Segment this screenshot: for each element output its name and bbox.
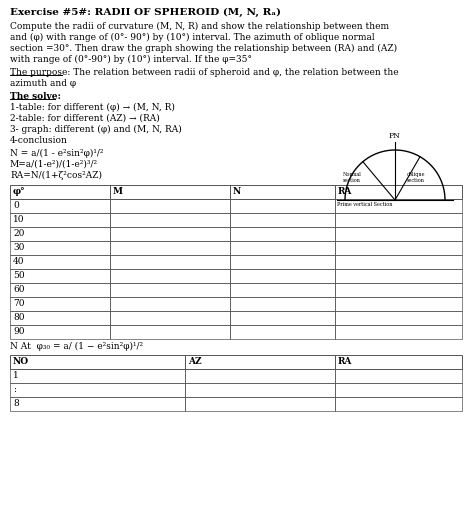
Bar: [110, 227, 230, 241]
Bar: [230, 241, 335, 255]
Text: PN: PN: [389, 132, 401, 140]
Bar: [185, 369, 335, 383]
Bar: [110, 297, 230, 311]
Text: 80: 80: [13, 313, 25, 322]
Text: 2-table: for different (AZ) → (RA): 2-table: for different (AZ) → (RA): [10, 114, 160, 123]
Bar: [230, 199, 335, 213]
Bar: [335, 297, 462, 311]
Text: with range of (0°-90°) by (10°) interval. If the φ=35°: with range of (0°-90°) by (10°) interval…: [10, 55, 252, 64]
Bar: [10, 311, 110, 325]
Bar: [230, 255, 335, 269]
Text: M: M: [113, 187, 123, 196]
Bar: [10, 397, 185, 411]
Text: section =30°. Then draw the graph showing the relationship between (RA) and (AZ): section =30°. Then draw the graph showin…: [10, 44, 397, 53]
Text: oblique
section: oblique section: [407, 172, 426, 183]
Bar: [335, 369, 462, 383]
Text: 10: 10: [13, 215, 25, 224]
Bar: [335, 355, 462, 369]
Text: 50: 50: [13, 271, 25, 280]
Bar: [335, 383, 462, 397]
Bar: [110, 241, 230, 255]
Bar: [10, 199, 110, 213]
Bar: [335, 199, 462, 213]
Text: 8: 8: [13, 399, 19, 408]
Bar: [185, 355, 335, 369]
Bar: [335, 241, 462, 255]
Bar: [10, 283, 110, 297]
Text: 30: 30: [13, 243, 24, 252]
Text: Prime vertical Section: Prime vertical Section: [337, 202, 392, 207]
Bar: [110, 325, 230, 339]
Text: 3- graph: different (φ) and (M, N, RA): 3- graph: different (φ) and (M, N, RA): [10, 125, 182, 134]
Bar: [230, 283, 335, 297]
Bar: [185, 397, 335, 411]
Text: azimuth and φ: azimuth and φ: [10, 79, 76, 88]
Text: 70: 70: [13, 299, 25, 308]
Bar: [10, 369, 185, 383]
Bar: [230, 311, 335, 325]
Text: 20: 20: [13, 229, 24, 238]
Text: φ°: φ°: [13, 187, 26, 196]
Text: M=a/(1-e²)/(1-e²)³/²: M=a/(1-e²)/(1-e²)³/²: [10, 160, 98, 169]
Bar: [230, 325, 335, 339]
Bar: [10, 185, 110, 199]
Text: 0: 0: [13, 201, 19, 210]
Bar: [110, 213, 230, 227]
Bar: [110, 255, 230, 269]
Bar: [10, 297, 110, 311]
Bar: [230, 213, 335, 227]
Bar: [335, 269, 462, 283]
Bar: [230, 227, 335, 241]
Bar: [110, 311, 230, 325]
Text: AZ: AZ: [188, 357, 201, 366]
Text: Normal
section: Normal section: [343, 172, 362, 183]
Bar: [10, 255, 110, 269]
Text: 4-conclusion: 4-conclusion: [10, 136, 68, 145]
Bar: [335, 255, 462, 269]
Bar: [335, 397, 462, 411]
Text: N At  φ₃₀ = a/ (1 − e²sin²φ)¹/²: N At φ₃₀ = a/ (1 − e²sin²φ)¹/²: [10, 342, 143, 351]
Text: 1: 1: [13, 371, 19, 380]
Bar: [110, 185, 230, 199]
Text: RA=N/(1+ζ²cos²AZ): RA=N/(1+ζ²cos²AZ): [10, 171, 102, 180]
Bar: [230, 297, 335, 311]
Bar: [185, 383, 335, 397]
Bar: [335, 311, 462, 325]
Text: 60: 60: [13, 285, 25, 294]
Bar: [110, 283, 230, 297]
Bar: [335, 185, 462, 199]
Bar: [10, 269, 110, 283]
Bar: [10, 383, 185, 397]
Bar: [335, 213, 462, 227]
Text: 40: 40: [13, 257, 25, 266]
Bar: [335, 325, 462, 339]
Text: The solve:: The solve:: [10, 92, 61, 101]
Bar: [10, 213, 110, 227]
Text: :: :: [13, 385, 16, 394]
Bar: [10, 355, 185, 369]
Text: RA: RA: [338, 357, 352, 366]
Bar: [10, 241, 110, 255]
Text: N: N: [233, 187, 241, 196]
Bar: [230, 185, 335, 199]
Bar: [10, 227, 110, 241]
Bar: [110, 199, 230, 213]
Text: and (φ) with range of (0°- 90°) by (10°) interval. The azimuth of oblique normal: and (φ) with range of (0°- 90°) by (10°)…: [10, 33, 374, 42]
Text: 90: 90: [13, 327, 25, 336]
Bar: [230, 269, 335, 283]
Text: Exercise #5#: RADII OF SPHEROID (M, N, Rₐ): Exercise #5#: RADII OF SPHEROID (M, N, R…: [10, 8, 281, 17]
Bar: [110, 269, 230, 283]
Bar: [10, 325, 110, 339]
Text: The purpose: The relation between radii of spheroid and φ, the relation between : The purpose: The relation between radii …: [10, 68, 399, 77]
Text: 1-table: for different (φ) → (M, N, R): 1-table: for different (φ) → (M, N, R): [10, 103, 175, 112]
Text: NO: NO: [13, 357, 29, 366]
Bar: [335, 227, 462, 241]
Bar: [335, 283, 462, 297]
Text: N = a/(1 - e²sin²φ)¹/²: N = a/(1 - e²sin²φ)¹/²: [10, 149, 103, 158]
Text: RA: RA: [338, 187, 352, 196]
Text: Compute the radii of curvature (M, N, R) and show the relationship between them: Compute the radii of curvature (M, N, R)…: [10, 22, 389, 31]
